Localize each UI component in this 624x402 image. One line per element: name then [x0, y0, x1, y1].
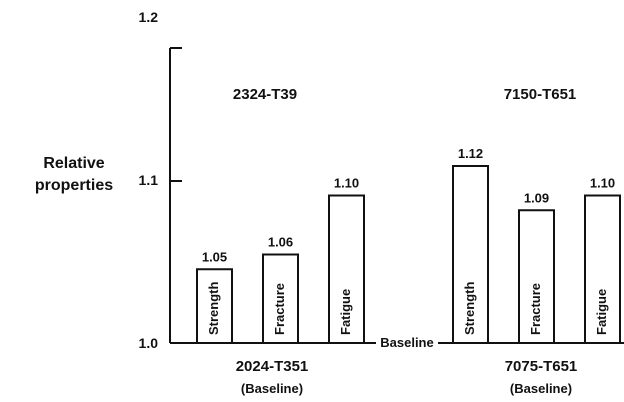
category-label-g1-fatigue: Fatigue	[338, 289, 353, 335]
category-label-g2-strength: Strength	[462, 282, 477, 336]
category-label-g1-fracture: Fracture	[272, 283, 287, 335]
bar-g1-fatigue	[328, 194, 365, 344]
value-label-g2-fatigue: 1.10	[590, 176, 615, 191]
group-title-2324-t39: 2324-T39	[233, 86, 297, 103]
bar-g1-fracture	[262, 253, 299, 344]
baseline-name-7075-t651: 7075-T651	[505, 358, 578, 375]
category-label-g1-strength: Strength	[206, 282, 221, 336]
baseline-note-2024-t351: (Baseline)	[241, 381, 303, 396]
category-label-g2-fracture: Fracture	[528, 283, 543, 335]
y-tick-label-1-1: 1.1	[139, 172, 159, 188]
value-label-g1-fracture: 1.06	[268, 235, 293, 250]
y-tick-label-1-0: 1.0	[139, 335, 159, 351]
y-axis-label-line-2: properties	[35, 177, 113, 194]
y-axis-label-line-1: Relative	[43, 155, 104, 172]
bars-layer: 1.05 Strength 1.06 Fracture 1.10 Fatigue 1.12 S…	[196, 146, 621, 344]
bar-g2-strength	[452, 165, 489, 344]
y-tick-label-1-2: 1.2	[139, 9, 159, 25]
baseline-label: Baseline	[380, 335, 433, 350]
bar-g1-strength	[196, 268, 233, 344]
baseline-name-2024-t351: 2024-T351	[236, 358, 309, 375]
value-label-g2-fracture: 1.09	[524, 190, 549, 205]
category-label-g2-fatigue: Fatigue	[594, 289, 609, 335]
bar-g2-fatigue	[584, 194, 621, 344]
baseline-note-7075-t651: (Baseline)	[510, 381, 572, 396]
bar-g2-fracture	[518, 209, 555, 344]
value-label-g1-fatigue: 1.10	[334, 176, 359, 191]
group-title-7150-t651: 7150-T651	[504, 86, 577, 103]
value-label-g2-strength: 1.12	[458, 146, 483, 161]
value-label-g1-strength: 1.05	[202, 249, 227, 264]
